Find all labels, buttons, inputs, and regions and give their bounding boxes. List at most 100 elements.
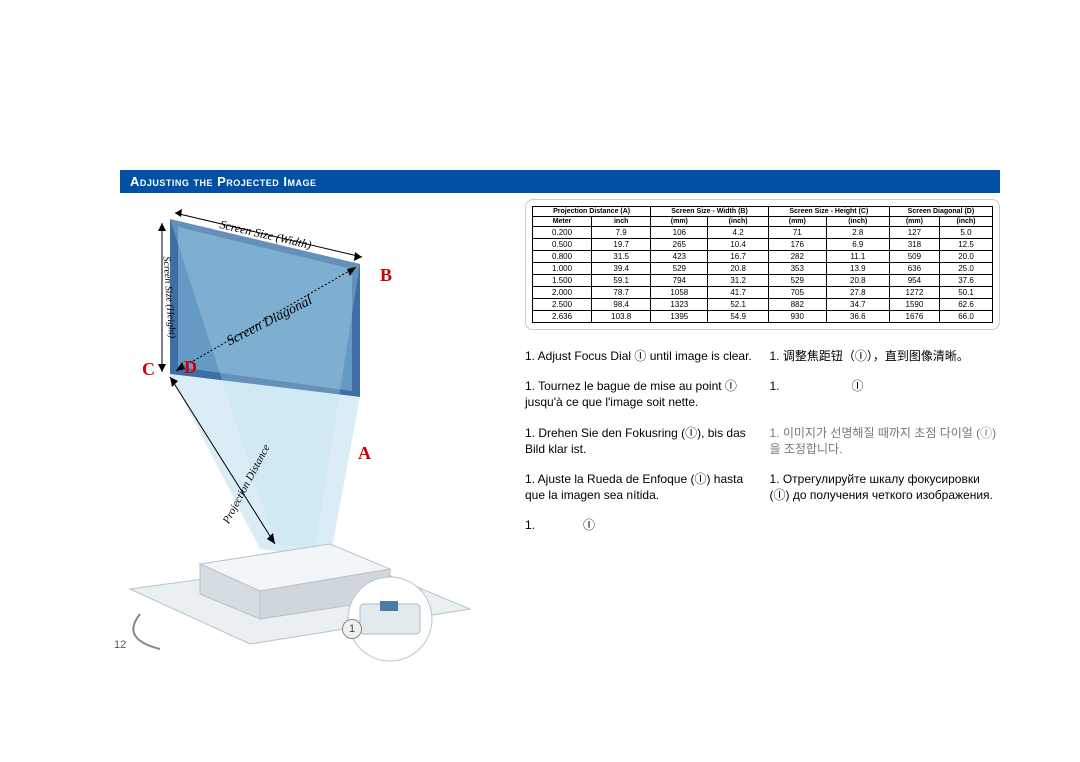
table-row: 2.50098.4132352.188234.7159062.6 <box>533 299 993 311</box>
table-cell: 36.6 <box>826 311 889 323</box>
table-cell: 4.2 <box>708 227 768 239</box>
table-cell: 1.500 <box>533 275 592 287</box>
table-cell: 2.500 <box>533 299 592 311</box>
table-subheader-cell: (mm) <box>768 217 826 227</box>
table-cell: 34.7 <box>826 299 889 311</box>
table-cell: 31.5 <box>592 251 651 263</box>
table-subheader-cell: (mm) <box>889 217 939 227</box>
table-row: 1.00039.452920.835313.963625.0 <box>533 263 993 275</box>
table-cell: 37.6 <box>939 275 992 287</box>
table-cell: 930 <box>768 311 826 323</box>
table-cell: 705 <box>768 287 826 299</box>
marker-a: A <box>358 443 371 464</box>
table-cell: 16.7 <box>708 251 768 263</box>
instruction-de: 1. Drehen Sie den Fokusring (Ⓘ), bis das… <box>525 425 756 457</box>
table-cell: 265 <box>651 239 708 251</box>
instruction-en: 1. Adjust Focus Dial Ⓘ until image is cl… <box>525 348 756 364</box>
table-cell: 12.5 <box>939 239 992 251</box>
table-cell: 2.000 <box>533 287 592 299</box>
table-cell: 127 <box>889 227 939 239</box>
table-row: 2.636103.8139554.993036.6167666.0 <box>533 311 993 323</box>
table-cell: 1590 <box>889 299 939 311</box>
instruction-fr: 1. Tournez le bague de mise au point Ⓘ j… <box>525 378 756 410</box>
table-cell: 31.2 <box>708 275 768 287</box>
spec-table: Projection Distance (A) Screen Size - Wi… <box>525 199 1000 330</box>
diagram-svg <box>120 199 510 669</box>
table-row: 0.50019.726510.41766.931812.5 <box>533 239 993 251</box>
table-cell: 1676 <box>889 311 939 323</box>
focus-dial-callout: 1 <box>342 619 362 639</box>
table-cell: 7.9 <box>592 227 651 239</box>
table-cell: 318 <box>889 239 939 251</box>
table-subheader-cell: (inch) <box>939 217 992 227</box>
table-row: 0.80031.542316.728211.150920.0 <box>533 251 993 263</box>
table-cell: 27.8 <box>826 287 889 299</box>
table-cell: 0.500 <box>533 239 592 251</box>
table-subheader-cell: Meter <box>533 217 592 227</box>
table-cell: 1323 <box>651 299 708 311</box>
table-cell: 1.000 <box>533 263 592 275</box>
table-cell: 2.8 <box>826 227 889 239</box>
table-cell: 71 <box>768 227 826 239</box>
table-row: 0.2007.91064.2712.81275.0 <box>533 227 993 239</box>
table-cell: 882 <box>768 299 826 311</box>
table-row: 1.50059.179431.252920.895437.6 <box>533 275 993 287</box>
table-cell: 529 <box>768 275 826 287</box>
table-cell: 54.9 <box>708 311 768 323</box>
table-cell: 59.1 <box>592 275 651 287</box>
table-cell: 19.7 <box>592 239 651 251</box>
table-cell: 78.7 <box>592 287 651 299</box>
table-cell: 52.1 <box>708 299 768 311</box>
table-row: 2.00078.7105841.770527.8127250.1 <box>533 287 993 299</box>
projection-diagram: B C D A Screen Size (Width) Screen Size … <box>120 199 510 659</box>
table-cell: 20.0 <box>939 251 992 263</box>
instruction-es: 1. Ajuste la Rueda de Enfoque (Ⓘ) hasta … <box>525 471 756 503</box>
marker-c: C <box>142 359 155 380</box>
table-cell: 6.9 <box>826 239 889 251</box>
marker-d: D <box>184 357 197 378</box>
instruction-ja: 1. Ⓘ <box>770 378 1001 410</box>
instructions-grid: 1. Adjust Focus Dial Ⓘ until image is cl… <box>525 348 1000 534</box>
table-cell: 98.4 <box>592 299 651 311</box>
table-cell: 636 <box>889 263 939 275</box>
table-cell: 353 <box>768 263 826 275</box>
section-title: Adjusting the Projected Image <box>120 170 1000 193</box>
table-cell: 954 <box>889 275 939 287</box>
table-cell: 103.8 <box>592 311 651 323</box>
page-number: 12 <box>114 639 126 651</box>
table-subheader-row: Meterinch(mm)(inch)(mm)(inch)(mm)(inch) <box>533 217 993 227</box>
instruction-zh: 1. 调整焦距钮（Ⓘ），直到图像清晰。 <box>770 348 1001 364</box>
table-cell: 20.8 <box>826 275 889 287</box>
table-cell: 282 <box>768 251 826 263</box>
instruction-ko: 1. 이미지가 선명해질 때까지 초점 다이얼 (Ⓘ) 을 조정합니다. <box>770 425 1001 457</box>
table-cell: 66.0 <box>939 311 992 323</box>
table-cell: 1058 <box>651 287 708 299</box>
table-cell: 1272 <box>889 287 939 299</box>
table-cell: 5.0 <box>939 227 992 239</box>
table-cell: 39.4 <box>592 263 651 275</box>
instruction-ar: 1. Ⓘ <box>525 517 756 533</box>
table-subheader-cell: (mm) <box>651 217 708 227</box>
table-cell: 106 <box>651 227 708 239</box>
table-cell: 0.200 <box>533 227 592 239</box>
table-subheader-cell: inch <box>592 217 651 227</box>
table-cell: 423 <box>651 251 708 263</box>
table-cell: 13.9 <box>826 263 889 275</box>
table-cell: 0.800 <box>533 251 592 263</box>
table-cell: 20.8 <box>708 263 768 275</box>
table-cell: 2.636 <box>533 311 592 323</box>
instruction-ru: 1. Отрегулируйте шкалу фокусировки (Ⓘ) д… <box>770 471 1001 503</box>
table-cell: 529 <box>651 263 708 275</box>
table-subheader-cell: (inch) <box>826 217 889 227</box>
table-subheader-cell: (inch) <box>708 217 768 227</box>
table-cell: 1395 <box>651 311 708 323</box>
table-cell: 25.0 <box>939 263 992 275</box>
table-cell: 62.6 <box>939 299 992 311</box>
table-header-row: Projection Distance (A) Screen Size - Wi… <box>533 207 993 217</box>
table-cell: 10.4 <box>708 239 768 251</box>
table-cell: 41.7 <box>708 287 768 299</box>
table-cell: 509 <box>889 251 939 263</box>
marker-b: B <box>380 265 392 286</box>
table-cell: 50.1 <box>939 287 992 299</box>
table-cell: 794 <box>651 275 708 287</box>
